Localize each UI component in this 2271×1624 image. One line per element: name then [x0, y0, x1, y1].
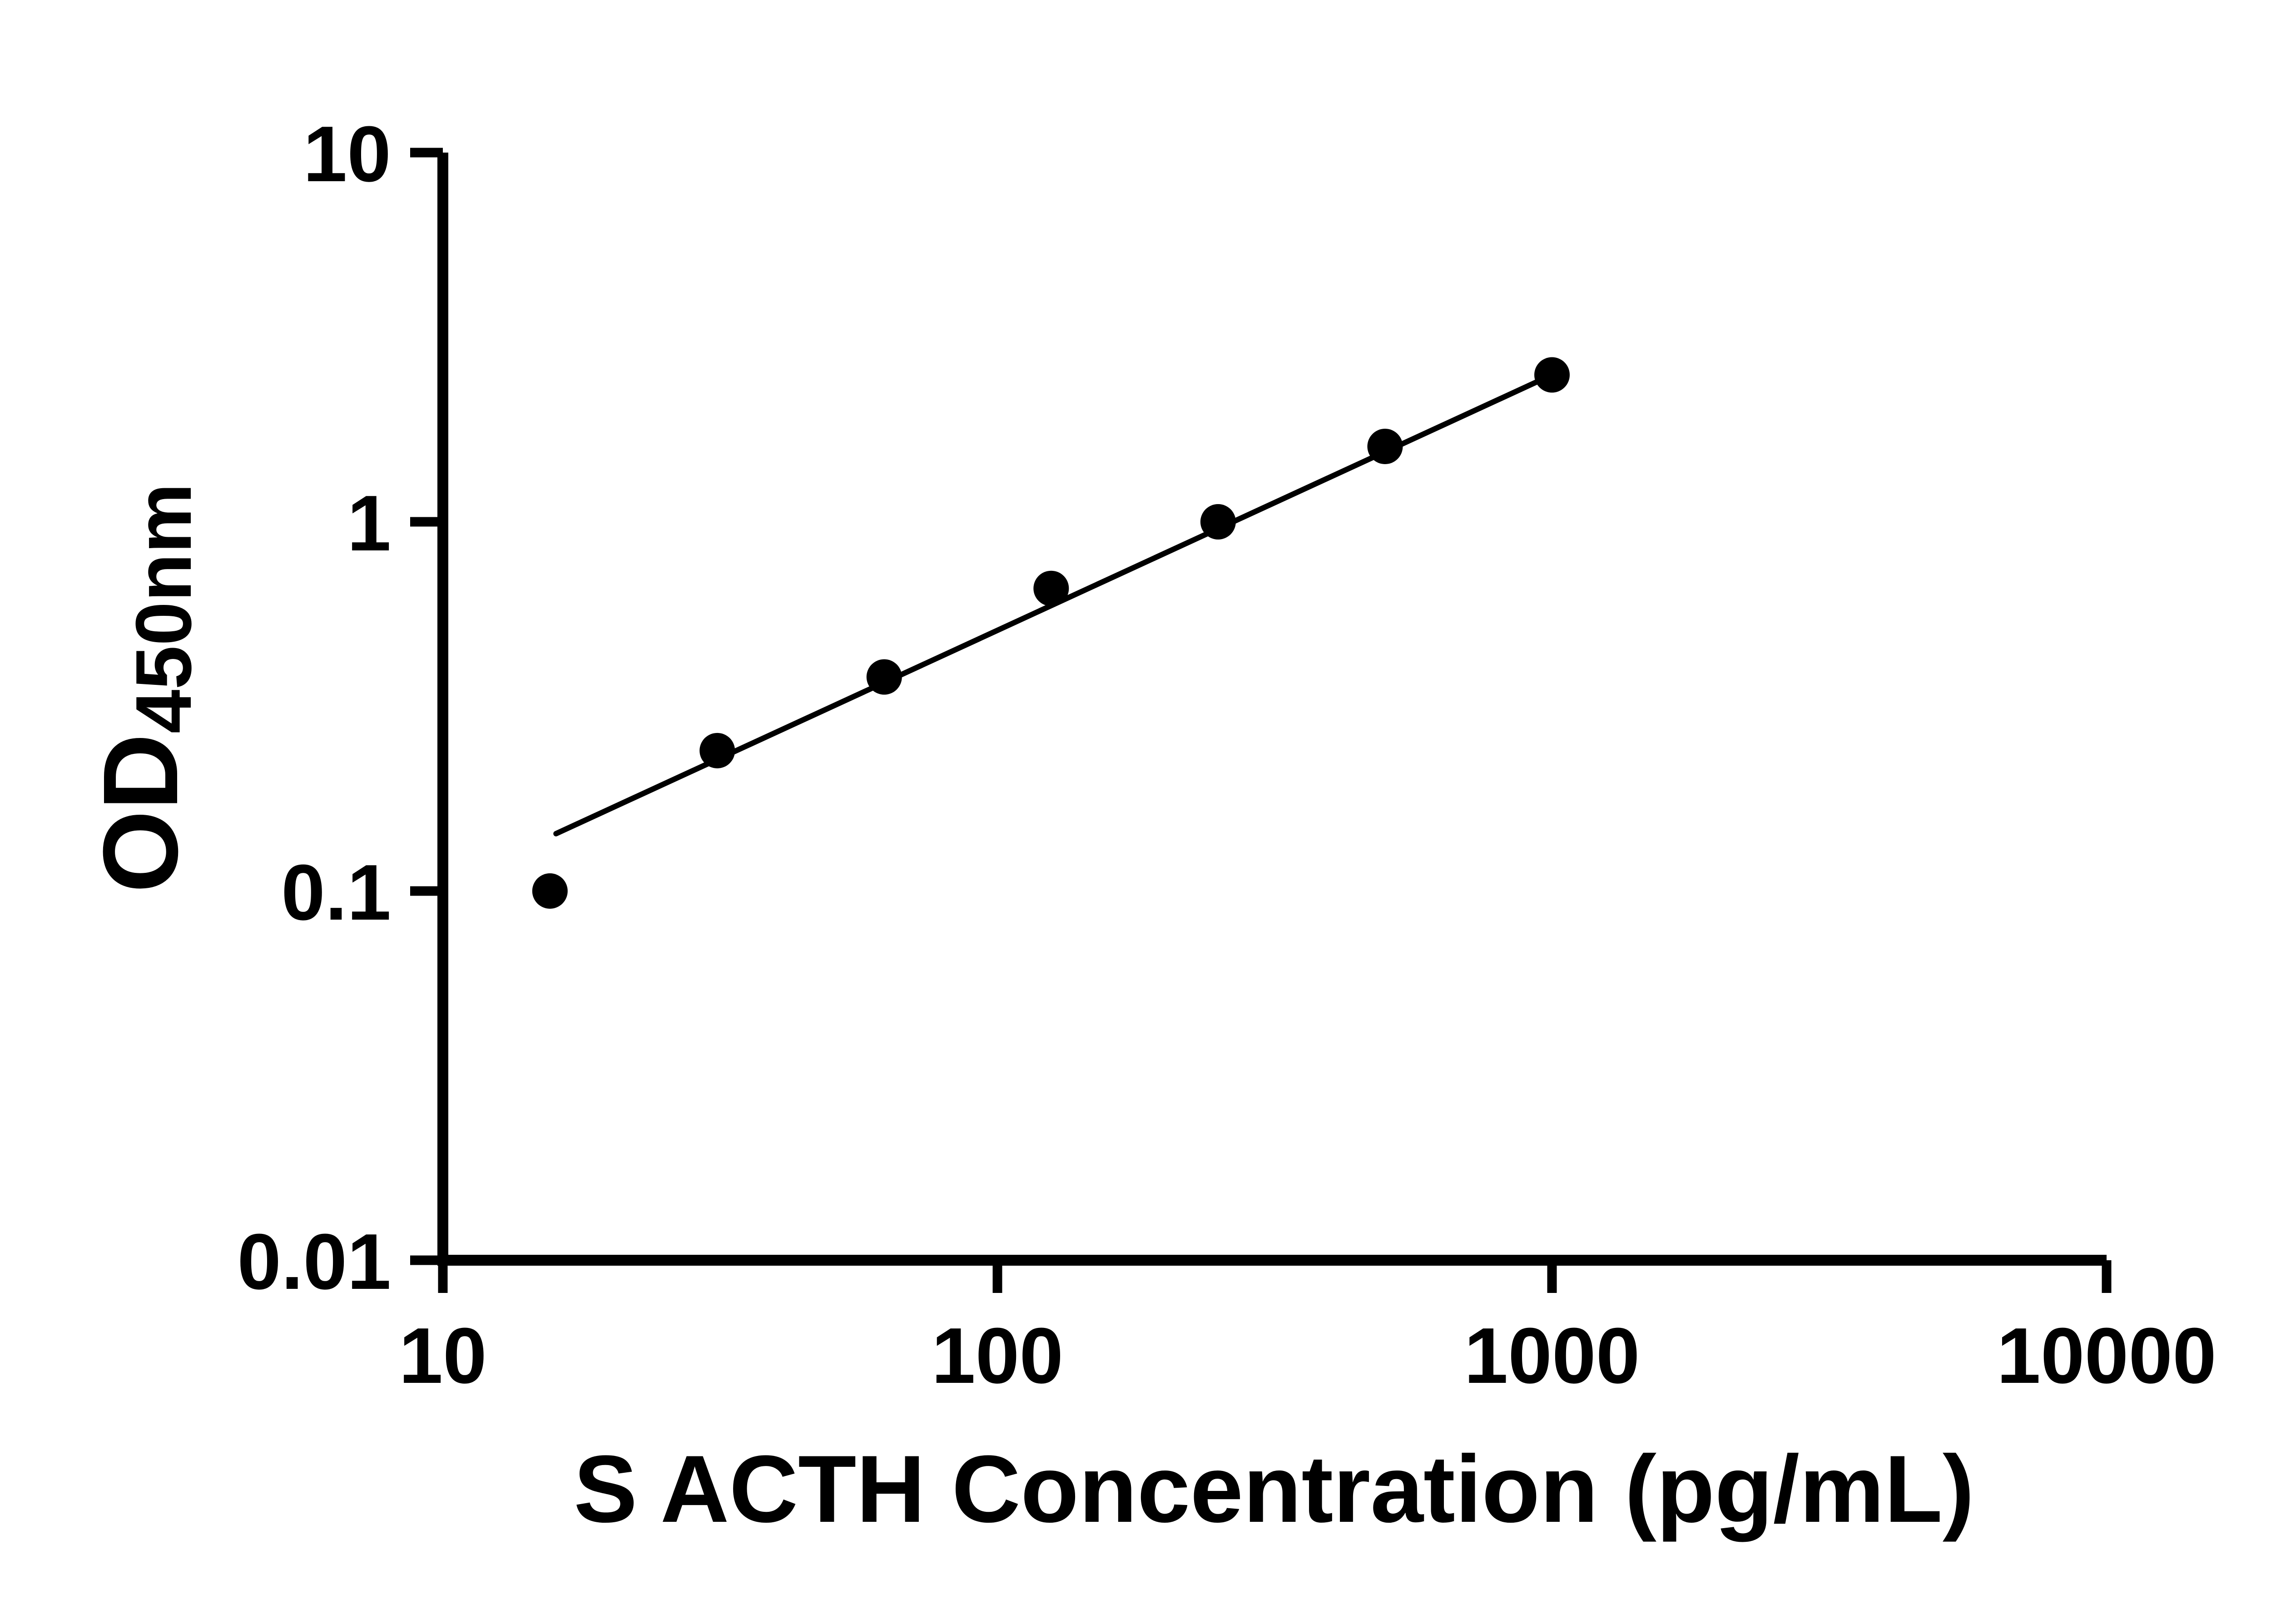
data-point	[866, 659, 902, 695]
y-tick-label: 1	[347, 479, 391, 567]
y-axis-title: OD450nm	[80, 483, 208, 893]
data-point	[1200, 504, 1236, 540]
y-tick-label: 0.01	[237, 1217, 391, 1306]
data-point	[532, 873, 568, 909]
data-point	[1367, 429, 1403, 465]
data-point	[1534, 357, 1570, 393]
x-tick-label: 10000	[1997, 1311, 2216, 1400]
y-axis-title-sub: 450nm	[120, 483, 208, 734]
x-tick-label: 1000	[1464, 1311, 1640, 1400]
y-tick-label: 0.1	[281, 848, 391, 936]
x-tick-label: 10	[399, 1311, 487, 1400]
x-axis-title: S ACTH Concentration (pg/mL)	[574, 1436, 1974, 1542]
y-tick-label: 10	[303, 109, 391, 198]
y-axis-title-main: OD	[80, 733, 200, 893]
data-point	[1033, 570, 1069, 606]
data-point	[699, 733, 735, 768]
x-tick-label: 100	[932, 1311, 1063, 1400]
